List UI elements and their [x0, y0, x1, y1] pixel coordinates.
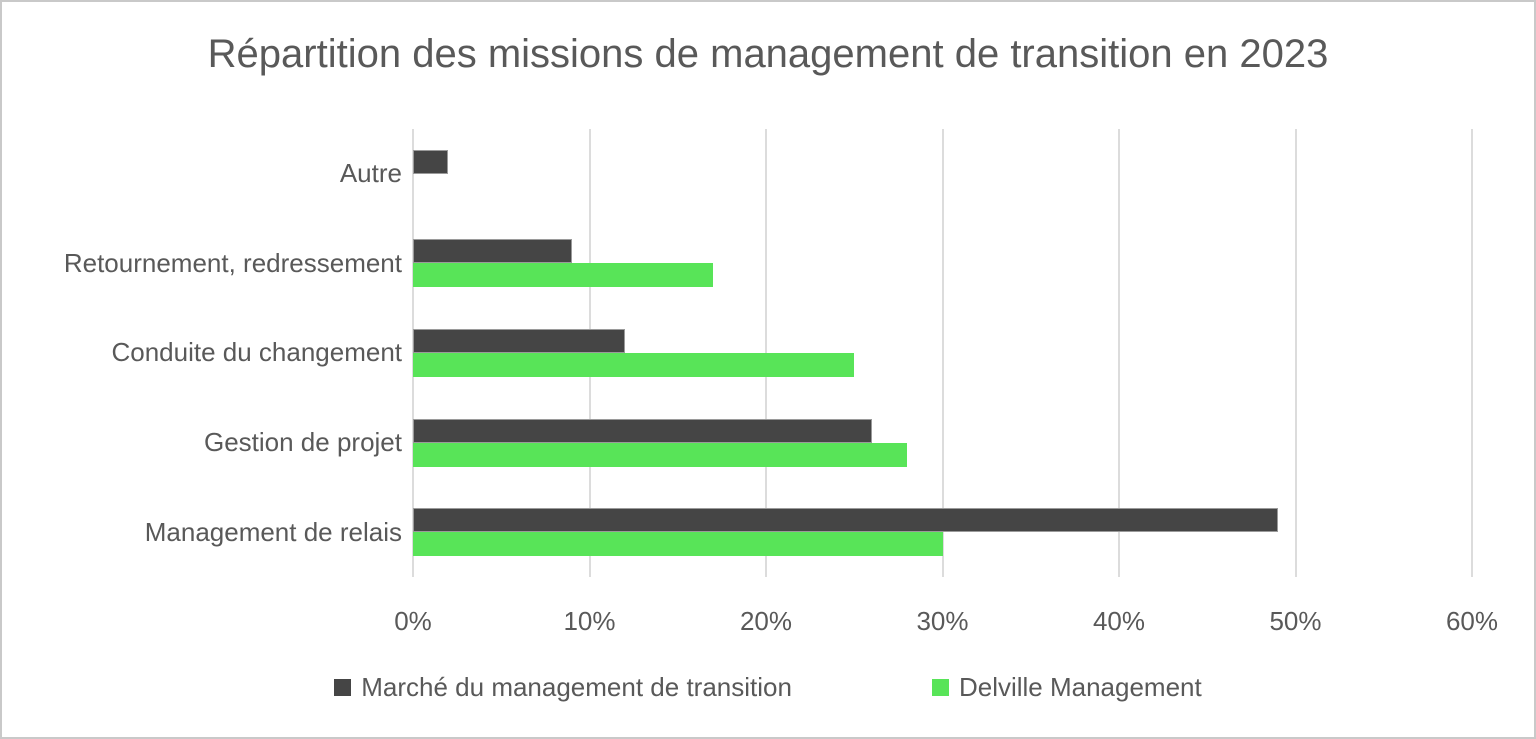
bar-marche [413, 418, 872, 443]
legend-item: Marché du management de transition [334, 672, 792, 703]
category-label: Gestion de projet [203, 427, 402, 458]
bar-delville [413, 442, 908, 467]
plot-area [412, 129, 1473, 577]
legend-label: Delville Management [958, 672, 1202, 702]
bar-delville [413, 532, 943, 557]
chart-title: Répartition des missions de management d… [207, 32, 1329, 76]
x-axis-tick-labels: 0% 10% 20% 30% 40% 50% 60% [394, 606, 1498, 638]
bar-marche [413, 239, 572, 264]
category-label: Autre [339, 158, 402, 189]
category-label: Conduite du changement [111, 337, 402, 368]
x-tick-label: 30% [916, 606, 969, 636]
legend-item: Delville Management [931, 672, 1202, 703]
category-axis-labels: Autre Retournement, redressement Conduite … [2, 129, 402, 577]
x-tick-label: 0% [394, 606, 432, 636]
bar-marche [413, 508, 1278, 533]
bar-marche [413, 329, 625, 353]
gridline [1471, 129, 1473, 577]
bar-delville [413, 263, 714, 288]
gridline [1294, 129, 1297, 577]
x-tick-label: 60% [1445, 606, 1499, 636]
x-tick-label: 50% [1269, 606, 1322, 636]
category-label: Retournement, redressement [63, 247, 402, 278]
x-tick-label: 40% [1092, 606, 1146, 636]
gridline [1118, 129, 1120, 577]
bar-marche [413, 149, 449, 174]
x-tick-label: 10% [563, 606, 616, 636]
legend-swatch-marche [334, 679, 352, 696]
bar-delville [413, 353, 855, 377]
x-tick-label: 20% [739, 606, 793, 636]
legend: Marché du management de transition Delvil… [2, 672, 1534, 703]
legend-label: Marché du management de transition [361, 672, 792, 702]
legend-swatch-delville [931, 679, 949, 696]
gridline [941, 129, 944, 577]
category-label: Management de relais [144, 516, 402, 547]
